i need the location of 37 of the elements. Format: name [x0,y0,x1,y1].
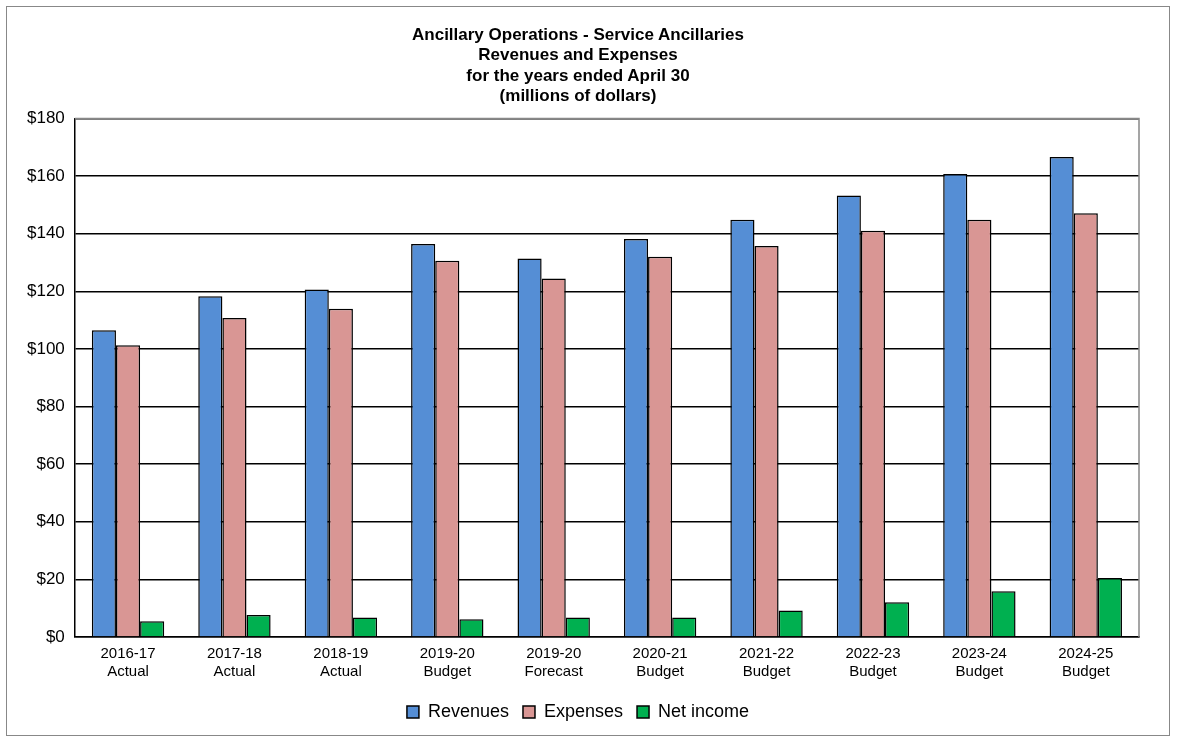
y-tick-label: $180 [26,108,65,128]
legend-label: Expenses [543,700,624,721]
category-label: 2023-24 [951,644,1007,662]
category-label: 2020-21 [632,644,688,662]
category-label: 2024-25 [1058,644,1114,662]
y-tick-label: $120 [26,281,65,301]
category-label: 2017-18 [206,644,262,662]
category-label: Actual [213,662,256,680]
category-label: Forecast [524,662,583,680]
y-tick-label: $40 [36,511,65,531]
category-label: Budget [849,662,897,680]
legend-label: Net income [658,700,750,721]
category-label: 2021-22 [739,644,795,662]
legend-label: Revenues [427,700,509,721]
category-label: 2022-23 [845,644,901,662]
category-label: Actual [320,662,362,680]
y-tick-label: $100 [26,338,65,358]
category-label: Budget [1062,662,1110,680]
text: Revenues and Expenses [478,45,678,65]
y-tick-label: $140 [26,223,65,243]
category-label: Actual [107,662,149,680]
category-label: Budget [423,662,472,680]
y-tick-label: $160 [26,165,65,185]
text: Ancillary Operations - Service Ancillaries [412,24,744,44]
category-label: 2018-19 [313,644,369,662]
y-tick-label: $20 [36,569,65,589]
category-label: Budget [636,662,684,680]
category-label: 2016-17 [100,644,156,662]
category-label: Budget [742,662,791,680]
y-tick-label: $60 [36,453,65,473]
category-label: 2019-20 [419,644,475,662]
text: (millions of dollars) [499,86,657,106]
category-label: Budget [955,662,1004,680]
text: for the years ended April 30 [466,65,690,85]
category-label: 2019-20 [526,644,582,662]
y-tick-label: $80 [36,396,65,416]
y-tick-label: $0 [45,626,65,646]
